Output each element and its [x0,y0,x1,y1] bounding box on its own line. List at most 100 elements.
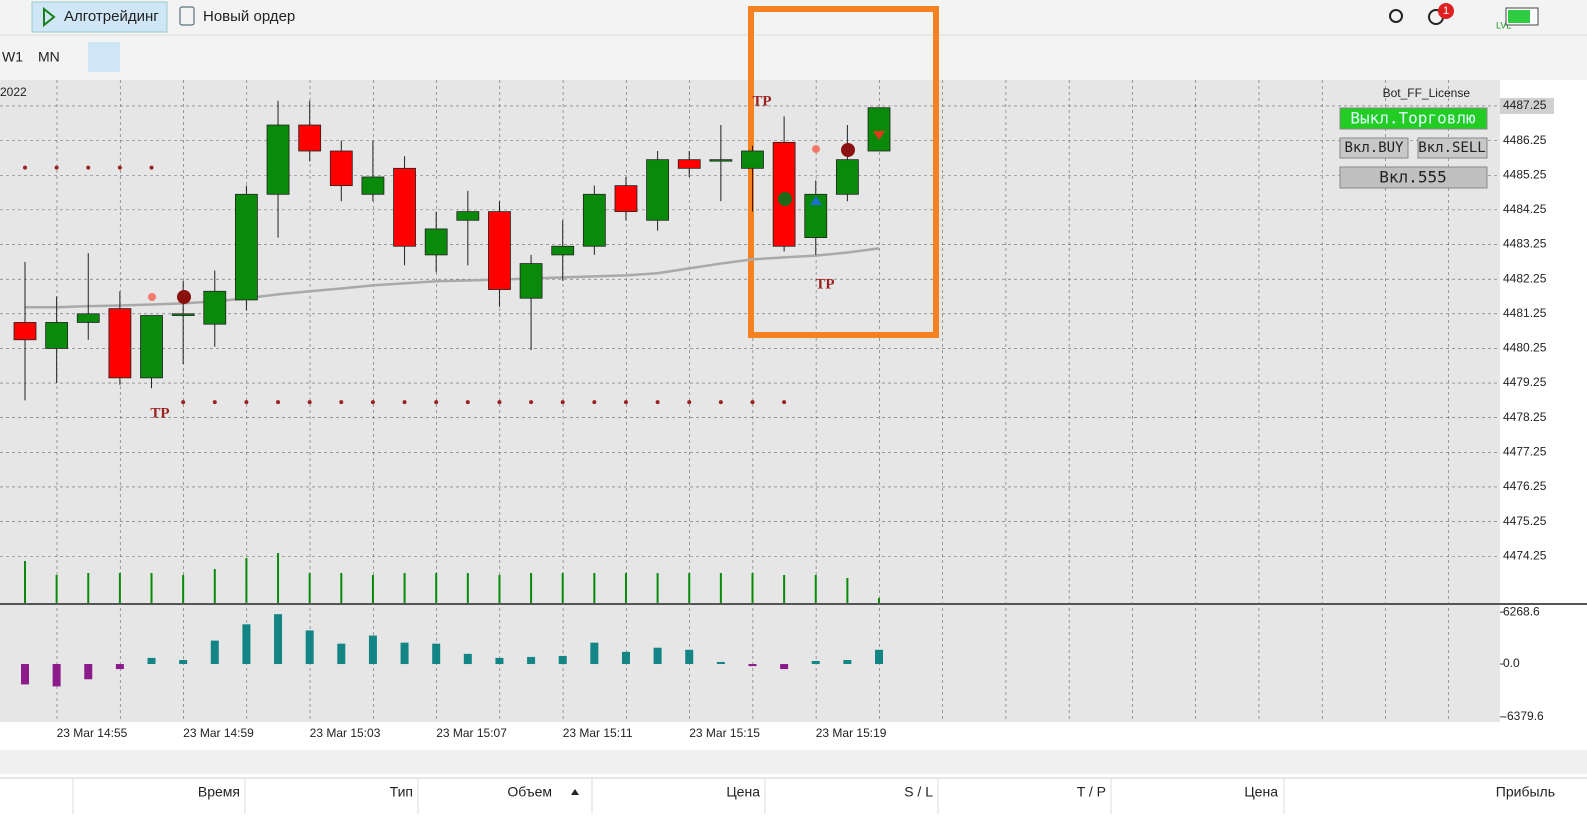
osc-bar [463,653,472,665]
price-tag [1500,97,1554,114]
osc-bar [368,635,377,665]
tp-dot [149,165,154,170]
tp-dot [370,400,375,405]
candle-body [551,245,575,256]
osc-bar [527,656,536,665]
date-label: 2022 [0,85,27,99]
osc-bar [337,643,346,665]
x-tick-label: 23 Mar 14:59 [183,726,254,740]
y-tick-label: 4487.25 [1503,98,1547,112]
osc-bar [84,664,93,680]
buy-button[interactable] [1339,137,1409,159]
tp-dot [782,400,787,405]
tp-label: TP [815,276,834,292]
candle-body [835,159,859,195]
osc-bar [210,640,219,665]
osc-bar [843,659,852,665]
osc-tick-label: -6379.6 [1503,709,1544,723]
buy-arrow [810,196,822,205]
toolbar-bg [0,0,1587,80]
tp-label: TP [150,405,169,421]
osc-bar [621,651,630,665]
osc-bar [274,614,283,665]
tp-label: TP [752,93,771,109]
sell-arrow [873,131,885,140]
buy-label[interactable]: Вкл.BUY [1344,140,1404,156]
x-tick-label: 23 Mar 15:19 [816,726,887,740]
candle-body [709,159,733,162]
osc-bar [748,664,757,667]
period-button[interactable]: MN [38,49,60,65]
y-tick-label: 4482.25 [1503,271,1547,285]
trade-label[interactable]: Выкл.Торговлю [1350,109,1476,128]
signal-icon [177,290,191,304]
candle-body [424,228,448,256]
candle-body [266,124,290,195]
osc-tick-label: 0.0 [1503,656,1520,670]
y-tick-label: 4474.25 [1503,548,1547,562]
candle-body [298,124,322,152]
order-icon[interactable] [179,6,195,26]
osc-bar [716,661,725,665]
y-tick-label: 4481.25 [1503,306,1547,320]
column-header[interactable]: Цена [726,784,760,800]
tp-dot [402,400,407,405]
tp-dot [560,400,565,405]
n555-button[interactable] [1339,166,1488,189]
column-header[interactable]: Цена [1244,784,1278,800]
tp-dot [465,400,470,405]
tp-dot [181,400,186,405]
tp-dot [687,400,692,405]
osc-bar [590,642,599,665]
osc-bar [400,642,409,665]
candle-body [488,211,511,290]
candle-body [456,211,480,221]
algo-label: Алготрейдинг [64,8,159,25]
tp-dot [86,165,91,170]
period-button[interactable]: W1 [2,49,23,65]
tp-dot [212,400,217,405]
sell-button[interactable] [1417,137,1488,159]
y-tick-label: 4478.25 [1503,410,1547,424]
sell-label[interactable]: Вкл.SELL [1418,140,1485,156]
candle-body [361,176,385,195]
tp-dot [339,400,344,405]
column-header[interactable]: Время [198,784,240,800]
candle-body [235,193,258,301]
candle-body [13,322,37,341]
y-tick-label: 4476.25 [1503,479,1547,493]
signal-icon [841,143,855,157]
new-order-label[interactable]: Новый ордер [203,8,295,25]
cursor-button[interactable] [88,42,120,72]
tp-dot [434,400,439,405]
trade-button[interactable] [1339,107,1488,130]
candle-body [582,193,606,247]
x-tick-label: 23 Mar 15:07 [436,726,507,740]
osc-bar [811,660,820,665]
column-header[interactable]: S / L [904,784,933,800]
osc-bar [558,655,567,665]
osc-bar [432,643,441,665]
candle-body [203,290,227,325]
column-header[interactable]: Прибыль [1496,784,1555,800]
column-header[interactable]: Тип [390,784,413,800]
tp-dot [23,165,27,170]
n555-label[interactable]: Вкл.555 [1379,168,1446,187]
tp-dot [592,400,597,405]
column-header[interactable]: T / P [1077,784,1106,800]
candle-body [45,322,69,349]
candle-body [804,193,828,238]
osc-bar [179,659,188,665]
candle-body [171,313,195,316]
candle-body [646,159,669,221]
search-icon[interactable] [1389,9,1403,23]
y-tick-label: 4485.25 [1503,167,1547,181]
candle-body [614,185,638,213]
lvl-label: LVL [1496,20,1511,30]
x-tick-label: 23 Mar 15:15 [689,726,760,740]
osc-bar [52,664,61,687]
column-header[interactable]: Объем [507,784,552,800]
scroll-bar [0,750,1587,774]
